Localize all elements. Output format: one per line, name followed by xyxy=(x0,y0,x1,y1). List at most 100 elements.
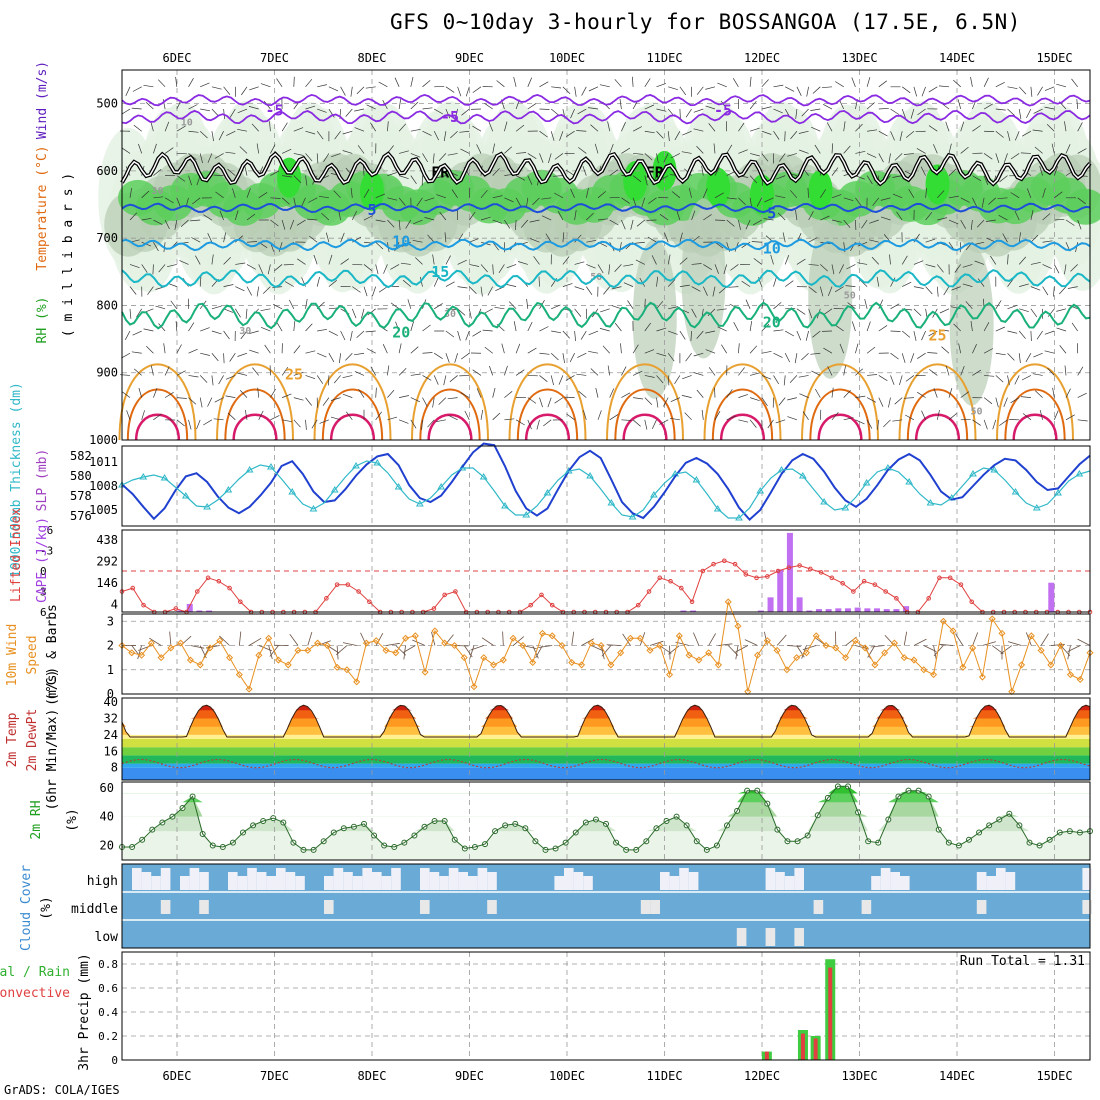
wind-speed-marker xyxy=(578,661,586,669)
wind-barb xyxy=(972,419,981,426)
wind-barb xyxy=(211,375,214,386)
wind-barb xyxy=(211,86,222,90)
cloud-low-clear xyxy=(765,928,776,946)
wind-barb xyxy=(365,86,376,89)
isotherm-loop xyxy=(809,388,871,441)
wind-barb xyxy=(1064,121,1067,132)
wind-barb xyxy=(602,345,610,354)
wind-barb xyxy=(162,99,166,110)
y-tick-label: 438 xyxy=(96,533,118,547)
wind-barb xyxy=(644,298,646,309)
wind-barb xyxy=(937,217,948,221)
wind-barb xyxy=(246,264,256,270)
wind-barb xyxy=(723,264,728,275)
contour-label: 10 xyxy=(392,233,410,251)
wind-barb xyxy=(1018,108,1022,119)
y-tick-label: 0.2 xyxy=(98,1030,118,1043)
wind-barb xyxy=(145,102,154,110)
wind-barb xyxy=(834,286,844,293)
wind-barb xyxy=(945,121,950,132)
x-tick-label-top: 8DEC xyxy=(358,51,387,65)
wind-barb xyxy=(257,387,260,398)
wind-barb xyxy=(1021,375,1032,381)
wind-barb xyxy=(1059,345,1067,354)
wind-barb xyxy=(984,375,995,377)
wind-barb xyxy=(574,286,585,291)
wind-speed-marker xyxy=(362,639,370,647)
wind-barb xyxy=(316,131,324,140)
cloud-high-clear xyxy=(266,876,276,890)
thickness-marker xyxy=(1011,488,1020,495)
wind-barb xyxy=(867,374,878,376)
cloud-row-label: high xyxy=(87,874,118,889)
wind-barb xyxy=(536,419,540,430)
cape-bar xyxy=(835,608,842,612)
wind-barb xyxy=(410,175,417,185)
wind-barb xyxy=(457,330,461,341)
cape-bar xyxy=(903,606,910,612)
wind-barb xyxy=(708,367,716,376)
wind-barb xyxy=(866,397,877,403)
wind-barb xyxy=(738,122,745,132)
wind-barb xyxy=(1044,106,1055,110)
wind-barb xyxy=(708,633,717,646)
wind-speed-marker xyxy=(568,658,576,667)
cloud-high-clear xyxy=(141,872,152,890)
wind-barb xyxy=(211,108,219,117)
wind-barb xyxy=(644,104,655,110)
wind-speed-marker xyxy=(675,632,683,640)
wind-barb xyxy=(726,219,735,227)
wind-barb xyxy=(892,419,903,422)
wind-barb xyxy=(939,643,954,646)
wind-barb xyxy=(398,419,409,424)
cloud-high-clear xyxy=(1082,868,1092,890)
cloud-high-clear xyxy=(564,868,574,890)
x-tick-label-top: 15DEC xyxy=(1036,51,1072,65)
wind-barb xyxy=(141,410,145,420)
wind-barb xyxy=(597,264,604,274)
wind-barb xyxy=(432,153,435,164)
wind-speed-line xyxy=(121,600,1091,694)
wind-barb xyxy=(927,352,938,354)
wind-barb xyxy=(459,130,470,133)
wind-barb xyxy=(545,233,552,243)
wind-barb xyxy=(702,286,708,296)
wind-barb xyxy=(773,108,783,114)
wind-barb xyxy=(943,286,950,296)
contour-label: 30 xyxy=(239,326,251,337)
wind-barb xyxy=(823,308,833,315)
wind-barb xyxy=(831,387,834,398)
wind-barb xyxy=(215,191,224,199)
wind-barb xyxy=(399,150,409,154)
wind-barb xyxy=(965,301,973,310)
wind-barb xyxy=(422,80,431,88)
wind-barb xyxy=(170,300,178,310)
wind-barb xyxy=(1033,108,1043,114)
y-axis-label-rh: RH (%) xyxy=(35,297,50,344)
wind-barb xyxy=(843,417,854,421)
cape-bar xyxy=(796,597,803,612)
wind-barb xyxy=(586,264,596,269)
cape-bar xyxy=(757,610,764,612)
wind-barb xyxy=(199,375,208,383)
wind-barb xyxy=(588,107,599,110)
wind-barb xyxy=(1077,122,1083,132)
wind-barb xyxy=(925,187,927,198)
wind-barb xyxy=(317,108,327,113)
wind-barb xyxy=(998,214,1008,221)
wind-barb xyxy=(281,367,289,376)
wind-barb xyxy=(345,352,353,361)
wind-barb xyxy=(905,375,915,382)
cloud-high-clear xyxy=(775,872,785,890)
cloud-high-clear xyxy=(458,872,468,890)
wind-barb xyxy=(305,105,316,110)
y-tick-label: 1011 xyxy=(89,455,118,469)
wind-barb xyxy=(305,298,308,309)
wind-barb xyxy=(806,86,809,97)
wind-barb xyxy=(340,232,345,243)
wind-speed-marker xyxy=(421,668,429,676)
wind-barb xyxy=(472,369,482,376)
wind-barb xyxy=(293,76,295,87)
wind-barb xyxy=(933,144,938,154)
